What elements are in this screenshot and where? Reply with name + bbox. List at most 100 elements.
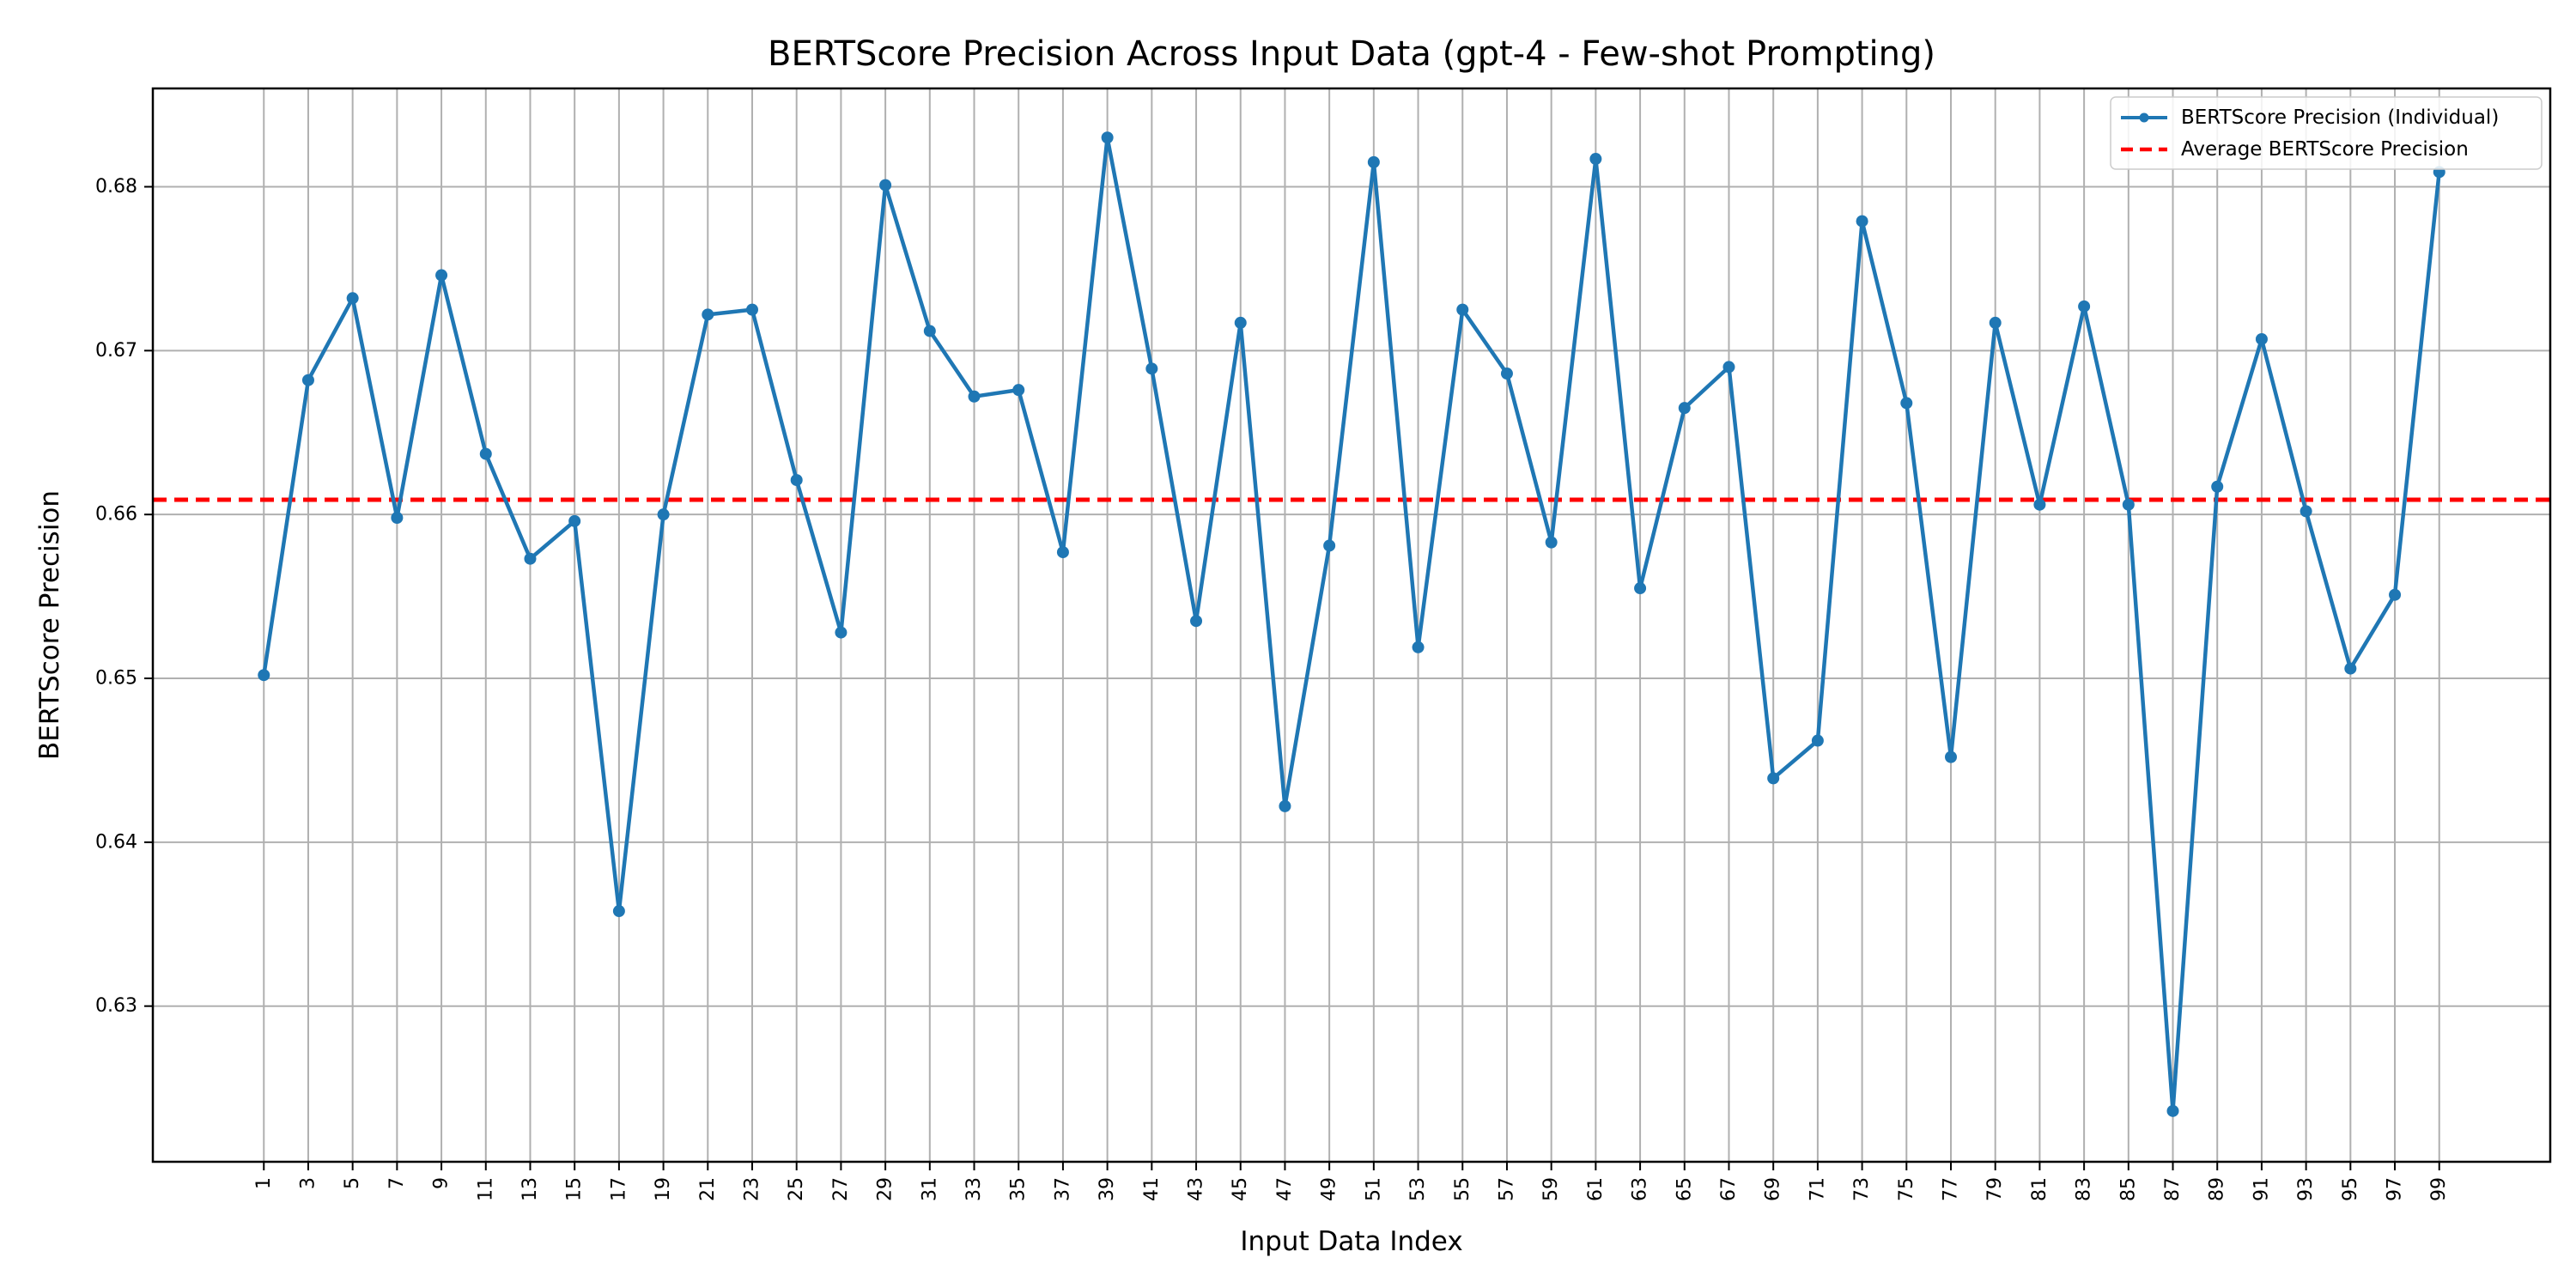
x-tick-label: 43 (1186, 1177, 1207, 1201)
data-point (2389, 588, 2402, 601)
data-point (612, 905, 625, 918)
x-tick-label: 95 (2340, 1177, 2361, 1201)
x-tick-label: 45 (1230, 1177, 1251, 1201)
data-point (1634, 582, 1647, 595)
x-tick-label: 49 (1319, 1177, 1340, 1201)
x-tick-label: 77 (1941, 1177, 1962, 1201)
data-point (1101, 131, 1114, 144)
x-tick-label: 1 (253, 1177, 275, 1189)
data-point (1412, 641, 1425, 653)
data-point (2033, 498, 2046, 511)
data-point (2122, 498, 2135, 511)
data-point (435, 269, 448, 282)
data-point (479, 447, 492, 460)
y-tick-label: 0.67 (95, 340, 137, 361)
data-point (1279, 799, 1291, 812)
x-tick-label: 85 (2117, 1177, 2139, 1201)
legend-marker-individual (2139, 112, 2149, 123)
data-point (1811, 734, 1824, 747)
x-tick-label: 91 (2251, 1177, 2272, 1201)
x-tick-label: 25 (786, 1177, 807, 1201)
data-point (568, 514, 581, 527)
data-point (879, 179, 892, 191)
data-point (1989, 316, 2002, 329)
data-point (391, 512, 404, 524)
x-tick-label: 75 (1896, 1177, 1917, 1201)
data-point (1945, 750, 1957, 763)
data-point (1145, 362, 1158, 375)
x-tick-label: 61 (1585, 1177, 1607, 1201)
y-tick-label: 0.65 (95, 668, 137, 690)
x-tick-label: 63 (1630, 1177, 1651, 1201)
data-point (1234, 316, 1247, 329)
data-point (2078, 300, 2091, 313)
data-point (1012, 384, 1025, 397)
x-tick-label: 71 (1807, 1177, 1828, 1201)
data-point (1456, 303, 1469, 316)
x-tick-label: 33 (963, 1177, 985, 1201)
x-tick-label: 41 (1141, 1177, 1163, 1201)
x-tick-label: 21 (697, 1177, 719, 1201)
legend-box (2110, 96, 2543, 170)
data-point (968, 390, 981, 403)
x-tick-label: 3 (297, 1177, 319, 1189)
legend-label-average: Average BERTScore Precision (2181, 138, 2469, 161)
x-tick-label: 37 (1052, 1177, 1073, 1201)
data-point (1722, 361, 1735, 374)
x-tick-label: 35 (1008, 1177, 1030, 1201)
x-tick-label: 59 (1540, 1177, 1562, 1201)
x-tick-label: 53 (1407, 1177, 1429, 1201)
x-tick-label: 57 (1496, 1177, 1517, 1201)
x-tick-label: 73 (1851, 1177, 1873, 1201)
x-tick-label: 27 (830, 1177, 852, 1201)
data-point (1545, 536, 1558, 549)
x-tick-label: 97 (2385, 1177, 2406, 1201)
data-point (346, 292, 359, 305)
x-tick-label: 51 (1363, 1177, 1384, 1201)
data-point (702, 308, 714, 321)
y-tick-label: 0.64 (95, 831, 137, 853)
data-point (657, 508, 670, 521)
x-tick-label: 99 (2428, 1177, 2450, 1201)
grid (153, 88, 2550, 1162)
legend-label-individual: BERTScore Precision (Individual) (2181, 106, 2499, 129)
x-tick-label: 55 (1452, 1177, 1473, 1201)
data-point (2300, 505, 2312, 518)
x-tick-label: 15 (564, 1177, 586, 1201)
y-axis-label: BERTScore Precision (34, 490, 65, 760)
data-point (1900, 397, 1913, 410)
x-tick-label: 79 (1984, 1177, 2006, 1201)
data-point (1500, 368, 1513, 380)
x-tick-label: 69 (1763, 1177, 1784, 1201)
x-tick-label: 47 (1274, 1177, 1296, 1201)
data-point (790, 474, 803, 487)
x-tick-label: 29 (875, 1177, 896, 1201)
x-tick-label: 17 (608, 1177, 629, 1201)
ticks: 1 3 5 7 9 11 13 15 17 19 21 23 25 27 29 31 33 35 37 39 41 43 4… (95, 176, 2450, 1201)
data-point (2344, 662, 2357, 675)
y-tick-label: 0.66 (95, 504, 137, 526)
x-tick-label: 13 (519, 1177, 541, 1201)
data-point (1678, 402, 1691, 415)
x-tick-label: 39 (1097, 1177, 1118, 1201)
x-tick-label: 83 (2074, 1177, 2095, 1201)
legend: BERTScore Precision (Individual) Average… (2110, 96, 2543, 170)
x-tick-label: 19 (653, 1177, 674, 1201)
data-point (1323, 539, 1336, 552)
x-axis-label: Input Data Index (1240, 1226, 1462, 1257)
data-point (1190, 615, 1203, 628)
x-tick-label: 67 (1718, 1177, 1740, 1201)
x-tick-label: 89 (2207, 1177, 2228, 1201)
data-point (746, 303, 758, 316)
x-tick-label: 65 (1674, 1177, 1695, 1201)
data-point (258, 669, 270, 682)
plot-frame (151, 87, 2552, 1163)
data-point (301, 374, 314, 386)
data-point (835, 626, 848, 639)
x-tick-label: 7 (386, 1177, 408, 1189)
x-tick-label: 9 (431, 1177, 453, 1189)
x-tick-label: 23 (742, 1177, 763, 1201)
data-point (2255, 332, 2268, 345)
